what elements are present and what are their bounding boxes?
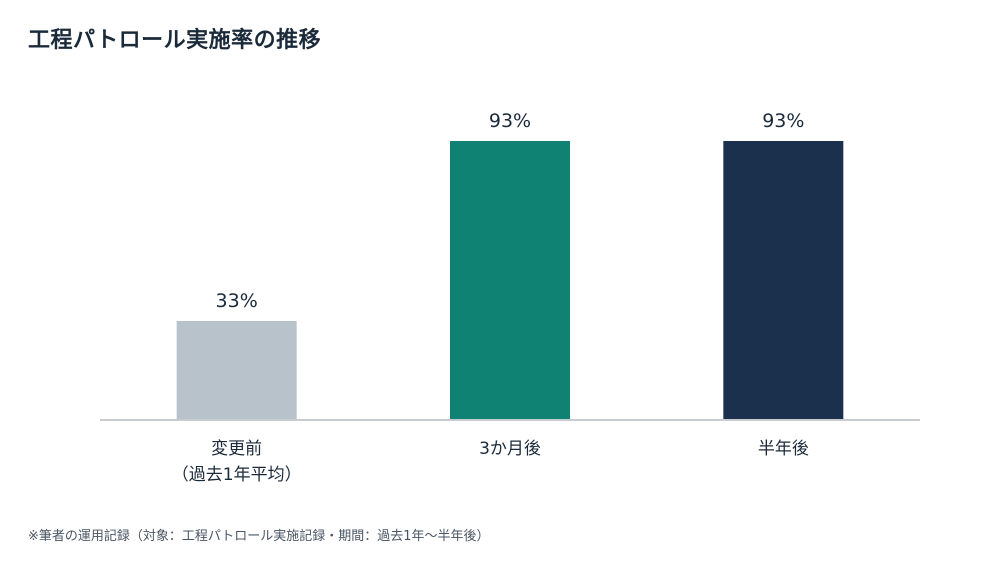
bar-value-label-2: 93% <box>489 110 531 132</box>
category-label-1-line-1: 変更前 <box>211 439 262 459</box>
bar-value-label-1: 33% <box>216 290 258 312</box>
category-label-1-line-2: （過去1年平均） <box>172 465 302 485</box>
bar-1 <box>176 321 297 420</box>
chart-title: 工程パトロール実施率の推移 <box>28 28 322 53</box>
bar-2 <box>450 141 570 420</box>
bar-value-label-3: 93% <box>762 110 804 132</box>
source-footnote: ※筆者の運用記録（対象：工程パトロール実施記録・期間：過去1年〜半年後） <box>28 529 490 544</box>
category-label-3: 半年後 <box>758 439 809 459</box>
category-label-2: 3か月後 <box>479 439 541 459</box>
bar-3 <box>723 141 844 420</box>
